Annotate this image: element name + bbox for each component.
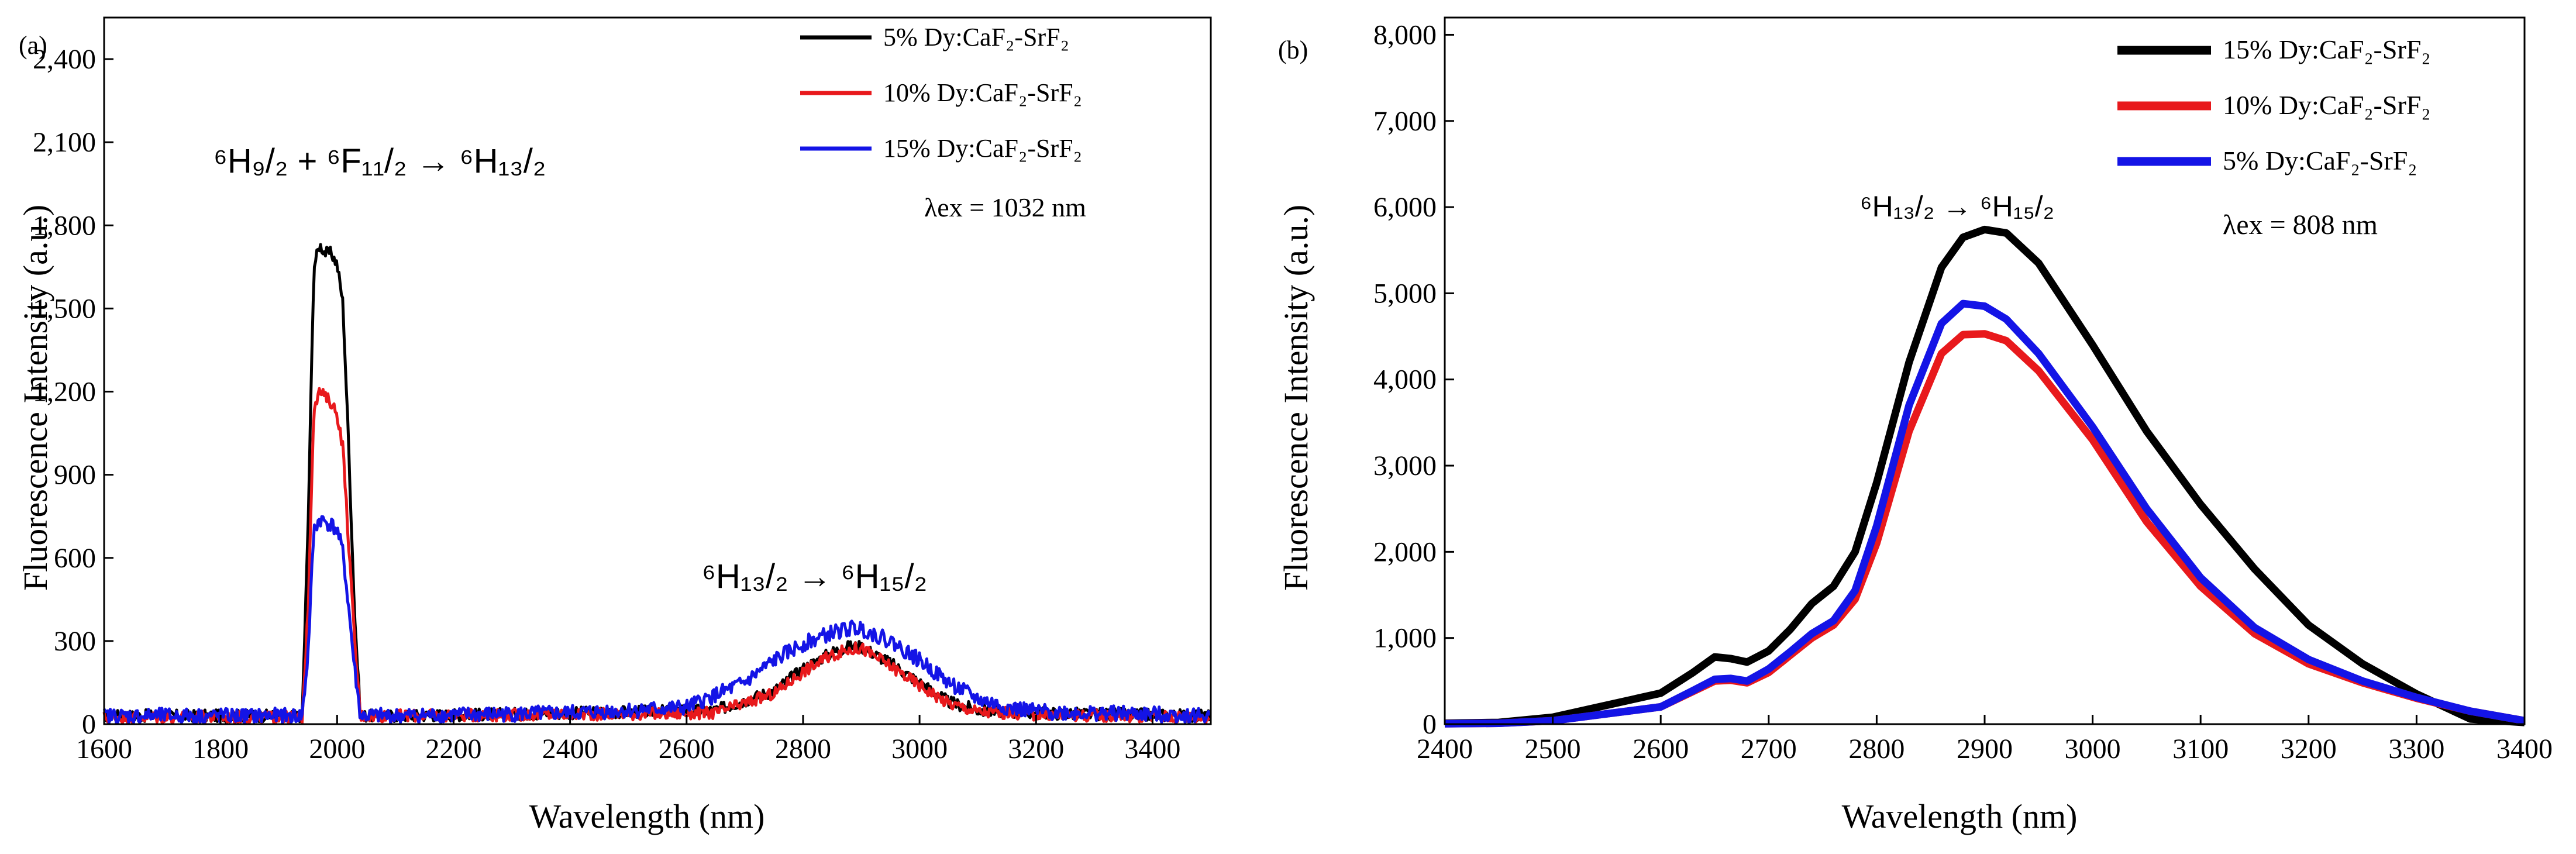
panel-b-y-tick-label: 1,000 (1373, 623, 1437, 654)
panel-a-y-tick-label: 1,500 (33, 293, 96, 324)
panel-b-x-tick-label: 2500 (1525, 734, 1581, 765)
panel-b-annotation-excitation: λex = 808 nm (2223, 209, 2378, 240)
panel-b-y-tick-label: 2,000 (1373, 536, 1437, 567)
panel-a-y-tick-label: 900 (54, 460, 96, 491)
panel-b-y-tick-label: 8,000 (1373, 19, 1437, 50)
panel-a-y-tick-label: 1,800 (33, 210, 96, 241)
panel-b-legend-entry: 10% Dy:CaF₂-SrF₂ (2223, 90, 2430, 120)
panel-a-x-tick-label: 1600 (76, 734, 132, 765)
panel-a-annotation-transition-1: ⁶H₉/₂ + ⁶F₁₁/₂ → ⁶H₁₃/₂ (213, 142, 546, 180)
panel-b-y-axis-title: Fluorescence Intensity (a.u.) (1277, 205, 1315, 591)
panel-a-legend-entry: 10% Dy:CaF₂-SrF₂ (883, 78, 1082, 107)
panel-b-y-tick-label: 3,000 (1373, 450, 1437, 481)
panel-b-y-tick-label: 0 (1423, 709, 1437, 740)
panel-a-x-tick-label: 1800 (192, 734, 249, 765)
panel-a-x-tick-label: 3000 (891, 734, 948, 765)
panel-a-x-tick-label: 2400 (542, 734, 598, 765)
panel-b-x-tick-label: 3400 (2496, 734, 2553, 765)
panel-a-y-axis-title: Fluorescence Intensity (a.u.) (16, 205, 54, 591)
panel-a-label: (a) (19, 31, 47, 60)
panel-a-y-tick-label: 1,200 (33, 377, 96, 408)
panel-b-y-tick-label: 5,000 (1373, 278, 1437, 309)
panel-b-y-tick-label: 4,000 (1373, 364, 1437, 395)
panel-b-x-tick-label: 3000 (2065, 734, 2121, 765)
panel-b: (b) Wavelength (nm) Fluorescence Intensi… (1277, 36, 2378, 835)
panel-b-x-tick-label: 2800 (1848, 734, 1905, 765)
panel-b-series-line-1 (1444, 225, 2525, 727)
panel-b-plot: 2400 2500 2600 2700 2800 2900 3000 3100 3200 3300… (1373, 16, 2553, 765)
panel-b-legend-entry: 5% Dy:CaF₂-SrF₂ (2223, 146, 2417, 175)
panel-b-x-tick-label: 2700 (1741, 734, 1797, 765)
panel-b-x-tick-label: 3200 (2281, 734, 2337, 765)
panel-a-legend-entry: 5% Dy:CaF₂-SrF₂ (883, 23, 1069, 51)
panel-a-x-axis-title: Wavelength (nm) (529, 797, 765, 835)
panel-b-label: (b) (1278, 36, 1308, 64)
panel-a: (a) Wavelength (nm) Fluorescence Intensi… (16, 31, 1086, 835)
panel-b-x-axis-title: Wavelength (nm) (1842, 797, 2078, 835)
panel-a-annotation-transition-2: ⁶H₁₃/₂ → ⁶H₁₅/₂ (702, 557, 927, 595)
panel-b-series-line-3 (1444, 299, 2526, 728)
panel-b-x-tick-label: 2600 (1633, 734, 1689, 765)
panel-b-legend: 15% Dy:CaF₂-SrF₂ 10% Dy:CaF₂-SrF₂ 5% Dy:Ca… (2117, 35, 2430, 175)
panel-a-legend-entry: 15% Dy:CaF₂-SrF₂ (883, 134, 1082, 163)
panel-a-y-tick-label: 300 (54, 626, 96, 657)
panel-a-x-tick-label: 3400 (1124, 734, 1180, 765)
panel-a-plot: 1600 1800 2000 2200 2400 2600 2800 3000 3200 3400… (33, 16, 1212, 765)
panel-b-y-tick-label: 7,000 (1373, 106, 1437, 137)
panel-a-axes-frame (103, 16, 1212, 725)
panel-b-y-tick-label: 6,000 (1373, 192, 1437, 223)
panel-b-annotation-transition: ⁶H₁₃/₂ → ⁶H₁₅/₂ (1860, 190, 2054, 223)
panel-a-x-tick-label: 2800 (775, 734, 831, 765)
panel-b-x-tick-label: 3300 (2388, 734, 2444, 765)
panel-a-legend: 5% Dy:CaF₂-SrF₂ 10% Dy:CaF₂-SrF₂ 15% Dy:Ca… (800, 23, 1082, 163)
panel-a-y-tick-label: 600 (54, 543, 96, 574)
panel-a-y-tick-label: 0 (82, 709, 96, 740)
panel-a-y-tick-label: 2,100 (33, 127, 96, 158)
panel-a-annotation-excitation: λex = 1032 nm (924, 192, 1086, 222)
panel-b-legend-entry: 15% Dy:CaF₂-SrF₂ (2223, 35, 2430, 64)
panel-b-x-tick-label: 2400 (1417, 734, 1473, 765)
panel-a-x-tick-label: 2000 (309, 734, 365, 765)
panel-a-series-line-3 (102, 515, 1211, 725)
panel-a-x-tick-label: 2600 (659, 734, 715, 765)
panel-a-x-tick-label: 3200 (1008, 734, 1064, 765)
panel-a-x-tick-label: 2200 (425, 734, 481, 765)
panel-b-x-tick-label: 3100 (2172, 734, 2229, 765)
panel-b-x-tick-label: 2900 (1957, 734, 2013, 765)
panel-a-y-tick-label: 2,400 (33, 44, 96, 75)
